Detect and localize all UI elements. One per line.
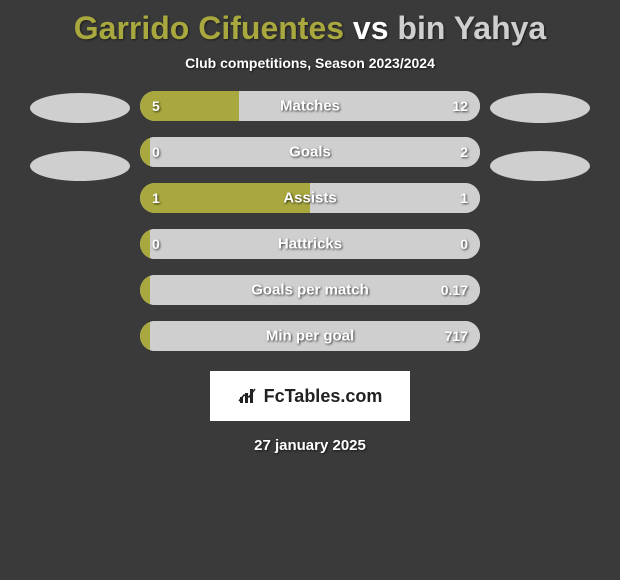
logo-text: FcTables.com (264, 386, 383, 407)
bar-value-left: 0 (152, 236, 160, 252)
right-avatar-2 (490, 151, 590, 181)
right-avatar-1 (490, 93, 590, 123)
stats-area: 5 12 Matches 0 2 Goals 1 1 Assists 0 0 Hattricks 0.1… (0, 91, 620, 351)
stat-bar: 0 0 Hattricks (140, 229, 480, 259)
bar-left-fill (140, 321, 150, 351)
page-title: Garrido Cifuentes vs bin Yahya (74, 10, 546, 47)
bar-left-fill (140, 229, 150, 259)
left-avatar-1 (30, 93, 130, 123)
bar-value-right: 0 (460, 236, 468, 252)
stat-bar: 717 Min per goal (140, 321, 480, 351)
bar-value-right: 2 (460, 144, 468, 160)
subtitle: Club competitions, Season 2023/2024 (185, 55, 435, 71)
stat-bar: 1 1 Assists (140, 183, 480, 213)
bar-value-right: 0.17 (441, 282, 468, 298)
bar-label: Matches (280, 98, 340, 115)
right-avatar-col (490, 91, 590, 181)
bar-right-fill (239, 91, 480, 121)
bar-value-right: 12 (452, 98, 468, 114)
logo-box[interactable]: FcTables.com (210, 371, 410, 421)
main-container: Garrido Cifuentes vs bin Yahya Club comp… (0, 0, 620, 464)
chart-icon (238, 387, 260, 405)
bar-value-right: 717 (445, 328, 468, 344)
stat-bar: 0.17 Goals per match (140, 275, 480, 305)
bar-value-left: 0 (152, 144, 160, 160)
player2-name: bin Yahya (397, 10, 546, 46)
stat-bar: 5 12 Matches (140, 91, 480, 121)
date-label: 27 january 2025 (254, 437, 366, 454)
bar-label: Hattricks (278, 236, 342, 253)
bar-label: Assists (283, 190, 336, 207)
bar-left-fill (140, 275, 150, 305)
bar-label: Goals (289, 144, 331, 161)
stat-bar: 0 2 Goals (140, 137, 480, 167)
left-avatar-2 (30, 151, 130, 181)
bar-left-fill (140, 137, 150, 167)
bar-value-right: 1 (460, 190, 468, 206)
stat-bars: 5 12 Matches 0 2 Goals 1 1 Assists 0 0 Hattricks 0.1… (140, 91, 480, 351)
left-avatar-col (30, 91, 130, 181)
vs-text: vs (353, 10, 389, 46)
bar-label: Min per goal (266, 328, 354, 345)
player1-name: Garrido Cifuentes (74, 10, 344, 46)
bar-label: Goals per match (251, 282, 369, 299)
bar-value-left: 5 (152, 98, 160, 114)
bar-value-left: 1 (152, 190, 160, 206)
